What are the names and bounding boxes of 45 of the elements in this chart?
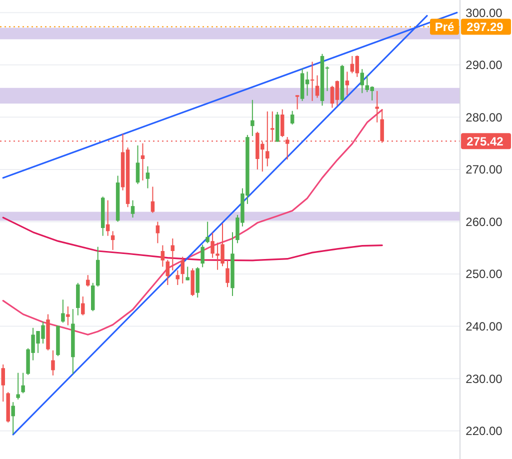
candlestick — [160, 244, 165, 268]
y-tick-label: 300.00 — [466, 6, 503, 20]
candlestick — [11, 402, 15, 434]
candlestick — [130, 200, 135, 218]
candlestick — [360, 68, 364, 94]
candlestick — [81, 296, 85, 316]
y-tick-label: 220.00 — [466, 424, 503, 438]
ref-line-label: 275.42 — [466, 134, 504, 148]
candlestick — [345, 71, 350, 96]
candlestick — [226, 259, 230, 288]
candlestick — [150, 186, 155, 214]
candlestick — [295, 94, 300, 110]
candlestick — [21, 372, 25, 394]
candlestick — [146, 166, 150, 189]
candlestick — [250, 99, 254, 136]
y-tick-label: 230.00 — [466, 372, 503, 386]
y-tick-label: 260.00 — [466, 214, 503, 229]
y-tick-label: 280.00 — [466, 110, 503, 124]
y-tick-label: 290.00 — [466, 58, 503, 72]
candlestick — [166, 259, 170, 286]
candlestick — [51, 350, 55, 376]
y-tick-label: 270.00 — [466, 162, 503, 177]
candlestick — [280, 108, 284, 138]
candlestick — [206, 221, 210, 244]
candlestick — [110, 230, 115, 250]
y-tick-label: 250.00 — [466, 267, 503, 282]
candlestick — [186, 266, 190, 281]
candlestick — [136, 144, 140, 185]
candlestick — [156, 221, 160, 244]
candlestick — [210, 232, 214, 258]
candlestick — [170, 238, 175, 271]
ref-line-label: 297.29 — [466, 20, 504, 34]
candlestick — [375, 90, 379, 123]
candlestick — [86, 274, 90, 288]
candlestick — [290, 110, 294, 125]
line-series — [2, 109, 383, 336]
annotation: Pré — [434, 20, 454, 34]
candlestick — [200, 244, 204, 268]
candlestick — [76, 282, 80, 316]
candlestick — [180, 256, 184, 284]
candlestick — [66, 306, 70, 326]
candlestick — [16, 372, 20, 400]
candlestick — [61, 299, 65, 324]
candlestick — [1, 364, 5, 402]
y-tick-label: 240.00 — [466, 320, 503, 334]
